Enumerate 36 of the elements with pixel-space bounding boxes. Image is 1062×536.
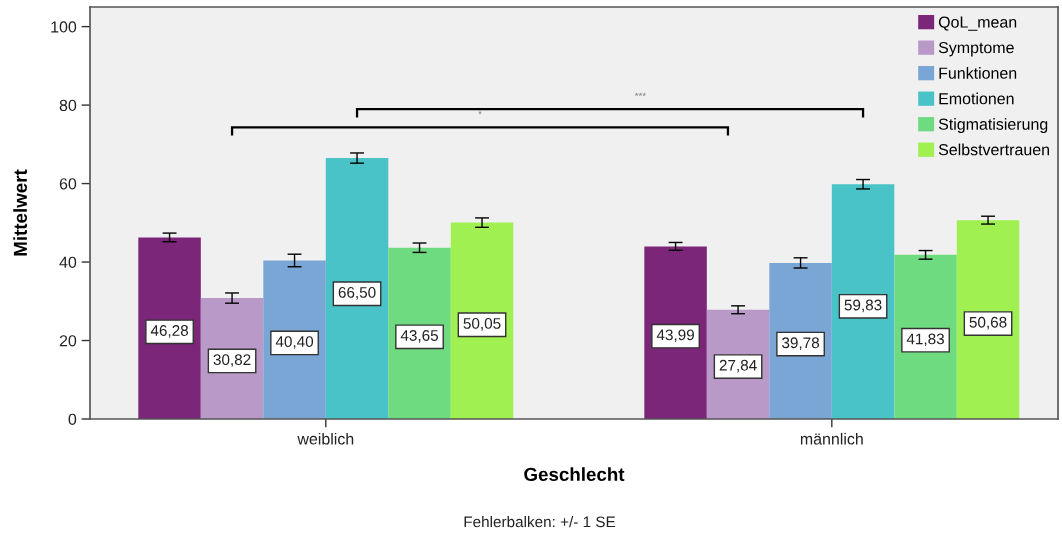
x-axis-title: Geschlecht [524,467,625,481]
legend-label: Stigmatisierung [938,118,1048,133]
bar [138,237,201,419]
legend-label: QoL_mean [938,16,1017,31]
text: Fehlerbalken: +/- 1 SE [464,516,616,528]
data-label: 41,83 [906,333,944,347]
x-tick-label: weiblich [297,432,354,445]
annotation: *** [634,92,646,97]
y-tick-label: 20 [59,335,77,347]
legend-label: Funktionen [939,67,1017,79]
data-label: 66,50 [338,287,376,300]
data-label: 40,40 [275,336,314,349]
y-tick-label: 80 [59,99,77,112]
data-label: 43,65 [400,330,439,343]
y-tick-label: 40 [59,256,77,268]
bar [325,158,389,419]
data-label: 27,84 [719,359,757,373]
legend-label: Selbstvertrauen [938,143,1049,156]
legend-label: Symptome [938,41,1014,57]
data-label: 46,28 [150,325,189,338]
data-label: 59,83 [844,299,882,313]
data-label: 43,99 [656,329,694,343]
bar [450,222,514,419]
y-tick-label: 100 [51,21,77,33]
y-tick-label: 60 [59,178,77,190]
y-axis-title: Mittelwert [13,169,28,256]
legend-label: Emotionen [939,92,1014,105]
x-tick-label: männlich [800,432,863,445]
bar [956,220,1020,419]
bar [831,184,895,419]
data-label: 50,05 [463,318,501,331]
annotation: * [478,110,482,115]
data-label: 30,82 [213,354,251,367]
y-tick-label: 0 [68,413,77,425]
data-label: 50,68 [969,316,1007,330]
data-label: 39,78 [782,337,820,350]
